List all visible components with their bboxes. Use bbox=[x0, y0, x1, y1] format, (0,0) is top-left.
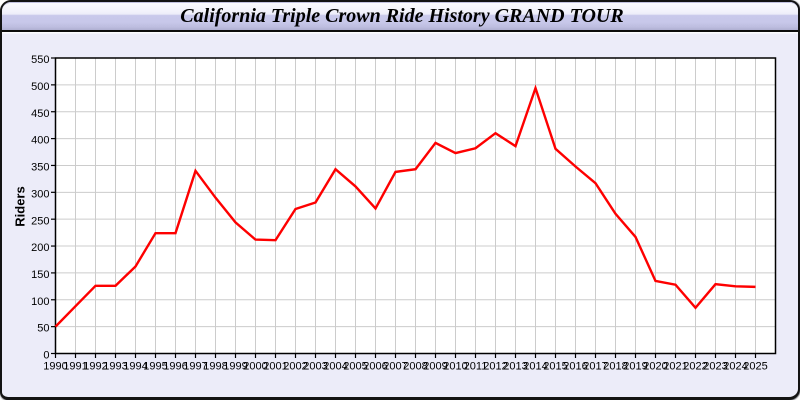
svg-text:450: 450 bbox=[31, 108, 49, 120]
svg-text:1996: 1996 bbox=[163, 361, 187, 373]
svg-text:2002: 2002 bbox=[283, 361, 307, 373]
svg-text:2000: 2000 bbox=[243, 361, 267, 373]
svg-text:300: 300 bbox=[31, 188, 49, 200]
svg-text:2009: 2009 bbox=[423, 361, 447, 373]
svg-text:150: 150 bbox=[31, 269, 49, 281]
svg-text:2001: 2001 bbox=[263, 361, 287, 373]
svg-text:2007: 2007 bbox=[383, 361, 407, 373]
svg-text:250: 250 bbox=[31, 215, 49, 227]
svg-text:Riders: Riders bbox=[12, 186, 27, 226]
svg-text:2024: 2024 bbox=[723, 361, 747, 373]
svg-text:2006: 2006 bbox=[363, 361, 387, 373]
svg-text:2014: 2014 bbox=[523, 361, 547, 373]
svg-text:50: 50 bbox=[37, 323, 49, 335]
svg-text:1999: 1999 bbox=[223, 361, 247, 373]
svg-text:1991: 1991 bbox=[63, 361, 87, 373]
svg-text:2011: 2011 bbox=[464, 361, 488, 373]
svg-text:2018: 2018 bbox=[603, 361, 627, 373]
svg-text:1997: 1997 bbox=[183, 361, 207, 373]
svg-text:2025: 2025 bbox=[743, 361, 767, 373]
svg-text:550: 550 bbox=[31, 54, 49, 66]
svg-text:2019: 2019 bbox=[623, 361, 647, 373]
svg-text:2020: 2020 bbox=[643, 361, 667, 373]
svg-text:350: 350 bbox=[31, 162, 49, 174]
svg-text:1990: 1990 bbox=[43, 361, 67, 373]
svg-text:1995: 1995 bbox=[143, 361, 167, 373]
svg-text:100: 100 bbox=[31, 296, 49, 308]
svg-text:2022: 2022 bbox=[683, 361, 707, 373]
svg-text:400: 400 bbox=[31, 135, 49, 147]
svg-text:1994: 1994 bbox=[123, 361, 147, 373]
svg-text:1993: 1993 bbox=[103, 361, 127, 373]
svg-text:1998: 1998 bbox=[203, 361, 227, 373]
svg-text:2016: 2016 bbox=[563, 361, 587, 373]
svg-text:2005: 2005 bbox=[343, 361, 367, 373]
svg-text:500: 500 bbox=[31, 81, 49, 93]
svg-text:2023: 2023 bbox=[703, 361, 727, 373]
svg-text:2004: 2004 bbox=[323, 361, 347, 373]
svg-text:0: 0 bbox=[43, 350, 49, 362]
svg-text:2017: 2017 bbox=[583, 361, 607, 373]
svg-text:2021: 2021 bbox=[663, 361, 687, 373]
svg-text:2008: 2008 bbox=[403, 361, 427, 373]
svg-text:2003: 2003 bbox=[303, 361, 327, 373]
svg-text:200: 200 bbox=[31, 242, 49, 254]
svg-text:2013: 2013 bbox=[503, 361, 527, 373]
svg-text:1992: 1992 bbox=[83, 361, 107, 373]
svg-text:2012: 2012 bbox=[483, 361, 507, 373]
svg-text:2010: 2010 bbox=[443, 361, 467, 373]
svg-text:2015: 2015 bbox=[543, 361, 567, 373]
